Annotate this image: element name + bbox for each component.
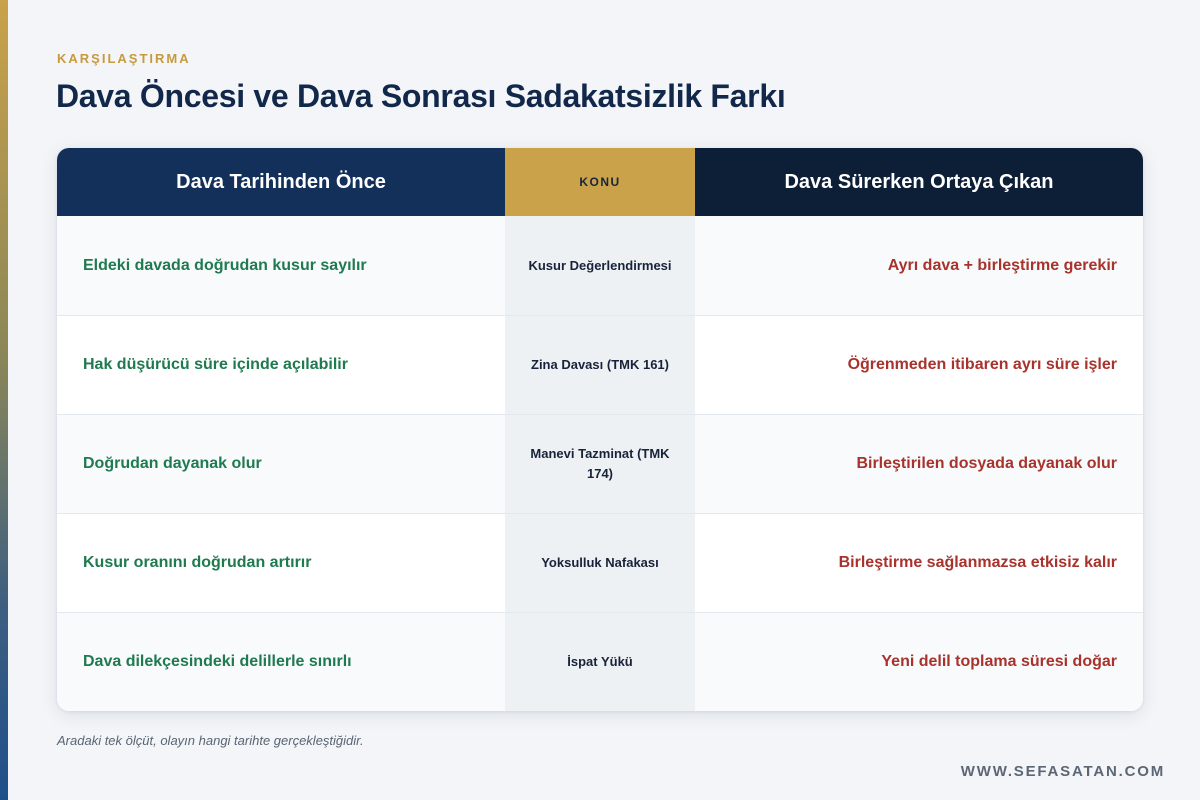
column-header-before: Dava Tarihinden Önce (57, 148, 505, 216)
footnote: Aradaki tek ölçüt, olayın hangi tarihte … (57, 733, 364, 748)
eyebrow-label: KARŞILAŞTIRMA (57, 51, 191, 66)
column-header-topic: KONU (505, 148, 695, 216)
cell-before: Hak düşürücü süre içinde açılabilir (57, 316, 505, 414)
cell-during: Yeni delil toplama süresi doğar (695, 613, 1143, 711)
table-row: Hak düşürücü süre içinde açılabilir Zina… (57, 315, 1143, 414)
table-row: Eldeki davada doğrudan kusur sayılır Kus… (57, 216, 1143, 315)
cell-before: Doğrudan dayanak olur (57, 415, 505, 513)
cell-before: Dava dilekçesindeki delillerle sınırlı (57, 613, 505, 711)
cell-topic: Zina Davası (TMK 161) (505, 316, 695, 414)
cell-during: Birleştirme sağlanmazsa etkisiz kalır (695, 514, 1143, 612)
table-row: Doğrudan dayanak olur Manevi Tazminat (T… (57, 414, 1143, 513)
page-title: Dava Öncesi ve Dava Sonrası Sadakatsizli… (56, 78, 786, 114)
table-row: Kusur oranını doğrudan artırır Yoksulluk… (57, 513, 1143, 612)
cell-before: Kusur oranını doğrudan artırır (57, 514, 505, 612)
cell-topic: Manevi Tazminat (TMK 174) (505, 415, 695, 513)
cell-during: Öğrenmeden itibaren ayrı süre işler (695, 316, 1143, 414)
table-header: Dava Tarihinden Önce KONU Dava Sürerken … (57, 148, 1143, 216)
accent-bar (0, 0, 8, 800)
cell-topic: İspat Yükü (505, 613, 695, 711)
website-link[interactable]: WWW.SEFASATAN.COM (960, 763, 1165, 780)
cell-topic: Kusur Değerlendirmesi (505, 216, 695, 315)
column-header-during: Dava Sürerken Ortaya Çıkan (695, 148, 1143, 216)
table-row: Dava dilekçesindeki delillerle sınırlı İ… (57, 612, 1143, 711)
comparison-table: Dava Tarihinden Önce KONU Dava Sürerken … (57, 148, 1143, 711)
table-body: Eldeki davada doğrudan kusur sayılır Kus… (57, 216, 1143, 711)
cell-topic: Yoksulluk Nafakası (505, 514, 695, 612)
cell-before: Eldeki davada doğrudan kusur sayılır (57, 216, 505, 315)
cell-during: Birleştirilen dosyada dayanak olur (695, 415, 1143, 513)
cell-during: Ayrı dava + birleştirme gerekir (695, 216, 1143, 315)
